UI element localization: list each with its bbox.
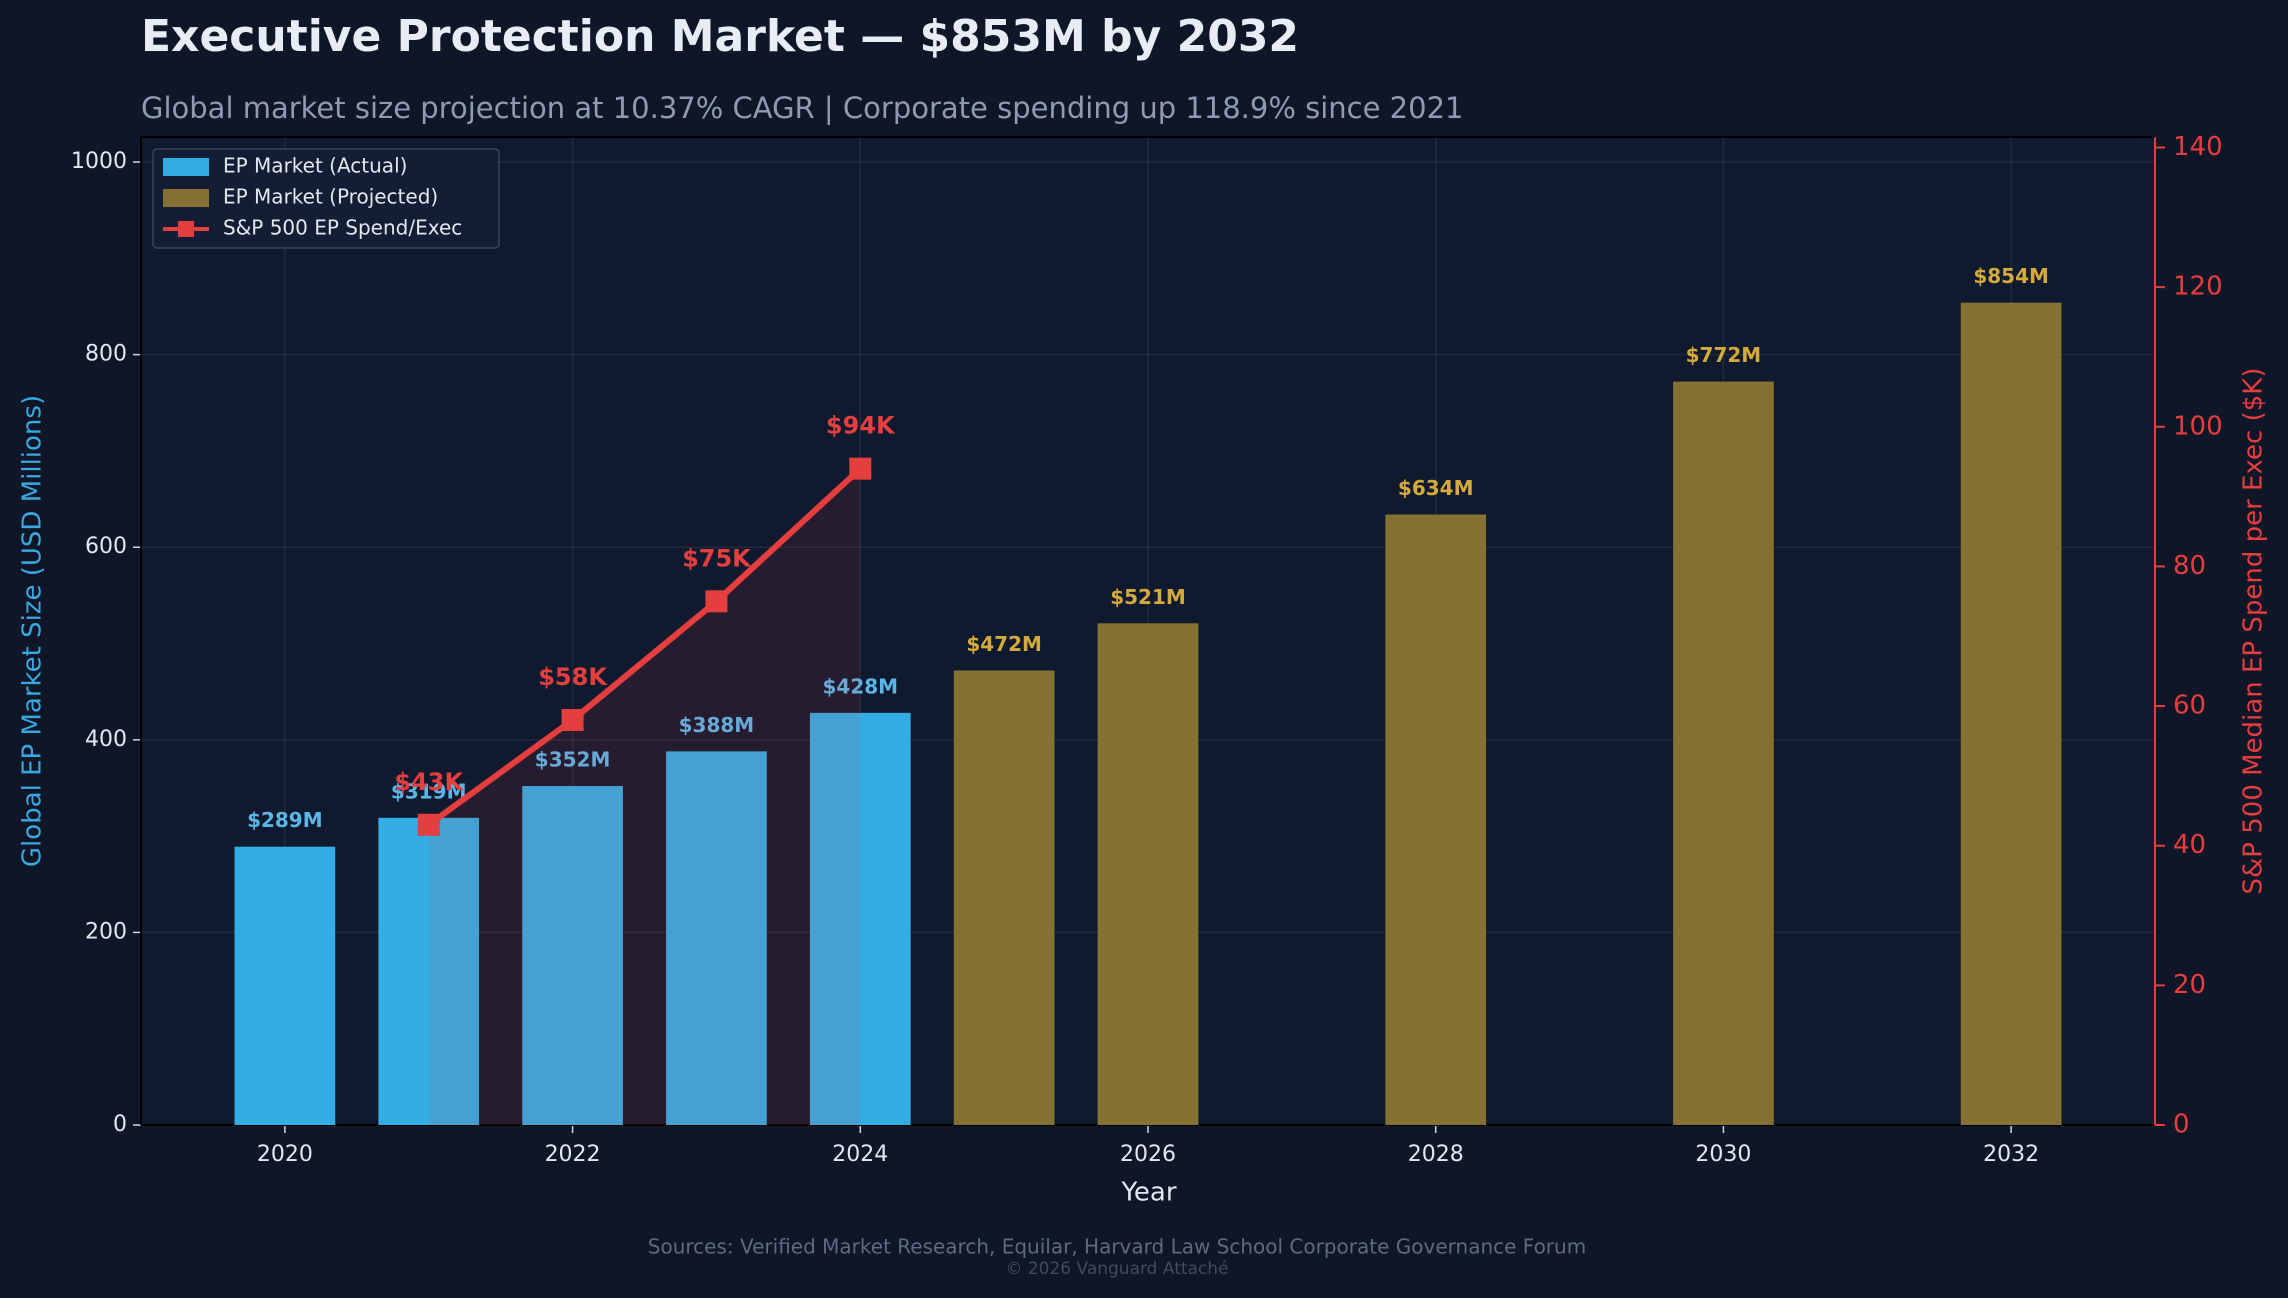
bar-value-label: $428M [822, 674, 898, 698]
bar-value-label: $472M [966, 632, 1042, 656]
bar [1673, 381, 1774, 1125]
line-value-label: $43K [394, 768, 464, 796]
x-tick-label: 2026 [1120, 1142, 1176, 1167]
bar [378, 817, 480, 1125]
bar [809, 712, 911, 1125]
source-note: Sources: Verified Market Research, Equil… [648, 1235, 1586, 1259]
legend-swatch [178, 221, 194, 237]
bar-value-label: $521M [1110, 585, 1186, 609]
y2-axis-label: S&P 500 Median EP Spend per Exec ($K) [2239, 368, 2269, 895]
y-axis-label: Global EP Market Size (USD Millions) [18, 395, 48, 867]
x-tick-label: 2022 [545, 1142, 601, 1167]
y2-tick-label: 20 [2173, 970, 2206, 1000]
bar [1385, 514, 1487, 1125]
x-tick-label: 2028 [1408, 1142, 1464, 1167]
line [426, 466, 863, 828]
line-value-label: $75K [682, 544, 752, 572]
y2-tick-label: 140 [2173, 132, 2223, 162]
bar [1960, 302, 2062, 1125]
bar-value-label: $352M [535, 748, 611, 772]
line-marker [561, 709, 584, 732]
line-marker [849, 457, 872, 480]
bar-value-label: $634M [1398, 476, 1474, 500]
x-axis-label: Year [1120, 1178, 1176, 1208]
bar-value-label: $289M [247, 808, 323, 832]
bar [1097, 623, 1199, 1125]
y2-tick-label: 0 [2173, 1110, 2190, 1140]
bar [953, 670, 1055, 1125]
y-tick-label: 400 [85, 727, 127, 752]
x-tick-label: 2024 [832, 1142, 888, 1167]
legend-swatch [163, 158, 209, 176]
bar [234, 846, 336, 1125]
line-value-label: $94K [826, 412, 896, 440]
legend-swatch [163, 189, 209, 207]
x-tick-label: 2030 [1695, 1142, 1751, 1167]
chart-title: Executive Protection Market — $853M by 2… [141, 11, 1299, 62]
bar-value-label: $319M [391, 779, 467, 803]
chart-subtitle: Global market size projection at 10.37% … [141, 91, 1463, 125]
line-value-label: $58K [538, 663, 608, 691]
line-area [428, 468, 861, 1125]
y-tick-label: 1000 [71, 149, 127, 174]
legend-label: EP Market (Actual) [223, 154, 407, 178]
y2-tick-label: 40 [2173, 830, 2206, 860]
y-tick-label: 600 [85, 534, 127, 559]
x-tick-label: 2032 [1983, 1142, 2039, 1167]
y2-tick-label: 80 [2173, 551, 2206, 581]
bar [666, 751, 767, 1125]
y-tick-label: 0 [113, 1112, 127, 1137]
legend-label: S&P 500 EP Spend/Exec [223, 216, 462, 240]
y2-tick-label: 60 [2173, 691, 2206, 721]
legend-label: EP Market (Projected) [223, 185, 438, 209]
y-tick-label: 200 [85, 919, 127, 944]
y2-tick-label: 100 [2173, 411, 2223, 441]
line-marker [705, 590, 728, 613]
bar-value-label: $772M [1686, 343, 1762, 367]
bar [522, 786, 623, 1125]
copyright: © 2026 Vanguard Attaché [1005, 1259, 1228, 1279]
line-marker [417, 813, 440, 836]
bar-value-label: $388M [679, 713, 755, 737]
x-tick-label: 2020 [257, 1142, 313, 1167]
legend-box [152, 148, 500, 249]
bar-value-label: $854M [1973, 264, 2049, 288]
y2-tick-label: 120 [2173, 272, 2223, 302]
y-tick-label: 800 [85, 342, 127, 367]
